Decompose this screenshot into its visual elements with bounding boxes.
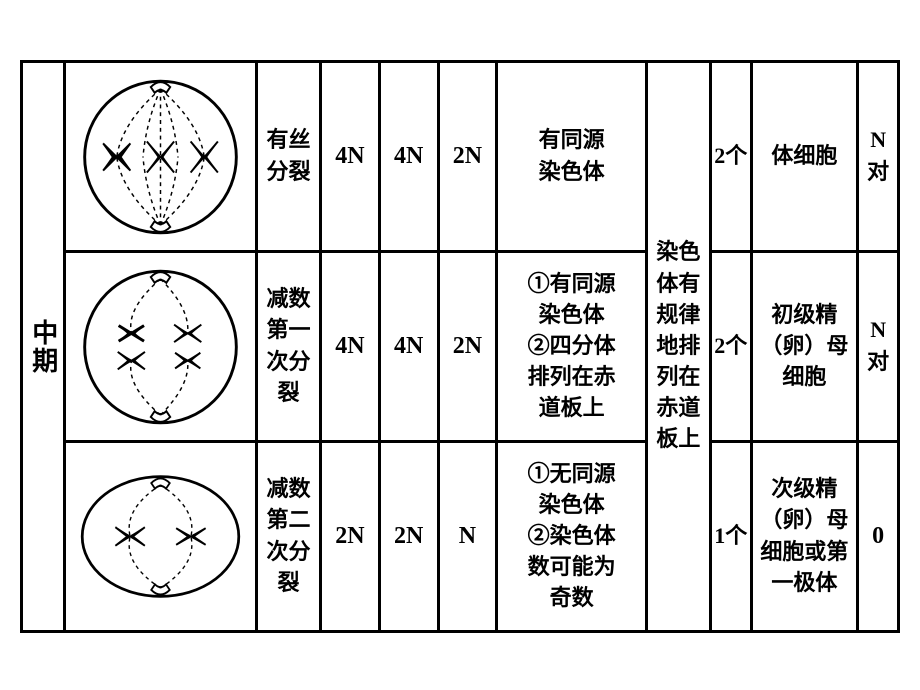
metaphase-table: 中期 xyxy=(20,60,900,633)
arrangement-cell: 染色体有规律地排列在赤道板上 xyxy=(646,62,710,632)
table-container: 中期 xyxy=(0,0,920,653)
diagram-cell xyxy=(64,442,256,632)
pairs-cell: N对 xyxy=(858,252,899,442)
cellname-cell: 初级精（卵）母细胞 xyxy=(751,252,858,442)
type-cell: 有丝分裂 xyxy=(256,62,320,252)
type-cell: 减数第一次分裂 xyxy=(256,252,320,442)
meiosis1-diagram-icon xyxy=(73,257,248,437)
count-cell: 2个 xyxy=(710,62,751,252)
count-cell: 2个 xyxy=(710,252,751,442)
cellname-cell: 次级精（卵）母细胞或第一极体 xyxy=(751,442,858,632)
chromosome-cell: 2N xyxy=(438,252,497,442)
pairs-cell: N对 xyxy=(858,62,899,252)
type-cell: 减数第二次分裂 xyxy=(256,442,320,632)
meiosis2-diagram-icon xyxy=(73,454,248,619)
cellname-cell: 体细胞 xyxy=(751,62,858,252)
table-row: 减数第一次分裂 4N 4N 2N ①有同源染色体②四分体排列在赤道板上 2个 初… xyxy=(22,252,899,442)
count-cell: 1个 xyxy=(710,442,751,632)
pairs-cell: 0 xyxy=(858,442,899,632)
phase-label: 中期 xyxy=(26,319,60,375)
desc-cell: 有同源染色体 xyxy=(497,62,647,252)
chromatid-cell: 4N xyxy=(379,252,438,442)
table-row: 中期 xyxy=(22,62,899,252)
chromosome-cell: 2N xyxy=(438,62,497,252)
mitosis-diagram-icon xyxy=(73,67,248,247)
chromosome-cell: N xyxy=(438,442,497,632)
table-row: 减数第二次分裂 2N 2N N ①无同源染色体②染色体数可能为奇数 1个 次级精… xyxy=(22,442,899,632)
dna-cell: 4N xyxy=(321,62,380,252)
chromatid-cell: 2N xyxy=(379,442,438,632)
diagram-cell xyxy=(64,252,256,442)
chromatid-cell: 4N xyxy=(379,62,438,252)
dna-cell: 2N xyxy=(321,442,380,632)
phase-cell: 中期 xyxy=(22,62,65,632)
diagram-cell xyxy=(64,62,256,252)
dna-cell: 4N xyxy=(321,252,380,442)
desc-cell: ①无同源染色体②染色体数可能为奇数 xyxy=(497,442,647,632)
desc-cell: ①有同源染色体②四分体排列在赤道板上 xyxy=(497,252,647,442)
